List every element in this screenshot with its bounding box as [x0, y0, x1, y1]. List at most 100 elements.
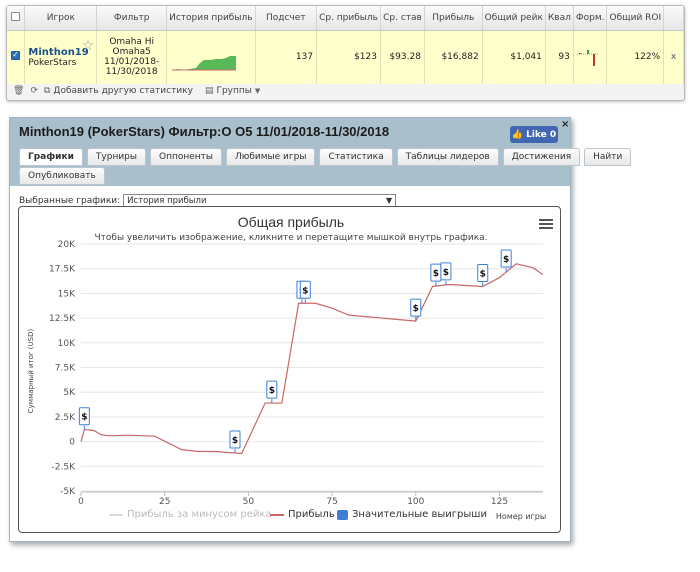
- tab-statistics[interactable]: Статистика: [319, 148, 393, 166]
- x-tick-label: 75: [326, 497, 337, 507]
- y-tick-label: 0: [69, 438, 75, 448]
- profit-chart[interactable]: Общая прибыль Чтобы увеличить изображени…: [19, 207, 561, 533]
- row-select-cell[interactable]: [7, 30, 26, 84]
- x-tick-label: 50: [243, 497, 255, 507]
- big-win-marker[interactable]: $: [266, 380, 278, 404]
- big-win-marker[interactable]: $: [440, 262, 452, 285]
- big-win-label: $: [433, 269, 439, 279]
- header-avg-stake[interactable]: Ср. став: [380, 6, 425, 31]
- profit-sparkline[interactable]: [170, 42, 238, 72]
- big-win-marker[interactable]: $: [299, 280, 311, 304]
- groups-icon: ▤: [204, 86, 214, 96]
- form-bar: [578, 53, 581, 55]
- tab-graphs[interactable]: Графики: [19, 148, 83, 166]
- header-player[interactable]: Игрок: [24, 6, 98, 31]
- favorite-star-icon[interactable]: ☆: [81, 37, 95, 54]
- y-tick-label: 12.5K: [49, 314, 76, 324]
- menu-bar: [539, 223, 553, 225]
- big-win-label: $: [269, 386, 275, 396]
- menu-bar: [539, 219, 553, 221]
- header-filter[interactable]: Фильтр: [96, 6, 168, 31]
- big-win-marker[interactable]: $: [410, 298, 422, 322]
- x-tick-label: 0: [78, 497, 84, 507]
- legend-label-net: Прибыль за минусом рейка: [127, 509, 272, 520]
- stats-table: Игрок Фильтр История прибыль Подсчет Ср.…: [7, 6, 684, 84]
- big-win-marker[interactable]: $: [229, 430, 241, 453]
- legend-line-icon: [109, 513, 123, 516]
- sparkline-fill: [172, 56, 237, 71]
- legend-item-big-wins[interactable]: Значительные выигрыши: [337, 509, 487, 520]
- chevron-down-icon: ▼: [254, 87, 261, 95]
- y-tick-label: 10K: [58, 339, 76, 349]
- tab-publish[interactable]: Опубликовать: [19, 167, 105, 185]
- filter-cell: Omaha Hi Omaha5 11/01/2018- 11/30/2018: [96, 30, 168, 84]
- x-axis-label: Номер игры: [496, 512, 546, 521]
- close-window-button[interactable]: ×: [561, 119, 570, 130]
- total-rake-cell: $1,041: [482, 30, 546, 84]
- add-stats-button[interactable]: ⧉ Добавить другую статистику: [44, 86, 193, 96]
- big-win-marker[interactable]: $: [430, 263, 442, 287]
- tab-tournaments[interactable]: Турниры: [86, 148, 146, 166]
- series-profit-line[interactable]: [80, 263, 544, 455]
- filter-line: Omaha5: [112, 47, 151, 58]
- tabs-row-1: Графики Турниры Оппоненты Любимые игры С…: [19, 148, 632, 166]
- table-toolbar: 🗑 ⟳ ⧉ Добавить другую статистику ▤ Групп…: [13, 83, 260, 99]
- tab-find[interactable]: Найти: [584, 148, 632, 166]
- add-stats-label: Добавить другую статистику: [53, 86, 193, 96]
- chart-menu-icon[interactable]: [539, 219, 553, 229]
- player-cell: Minthon19 PokerStars ☆: [24, 30, 98, 84]
- form-bar: [586, 50, 589, 55]
- filter-line: 11/30/2018: [105, 67, 158, 78]
- tab-leaderboards[interactable]: Таблицы лидеров: [396, 148, 499, 166]
- table-row[interactable]: Minthon19 PokerStars ☆ Omaha Hi Omaha5 1…: [7, 30, 684, 84]
- big-win-marker[interactable]: $: [500, 249, 512, 273]
- header-count[interactable]: Подсчет: [255, 6, 318, 31]
- tab-achievements[interactable]: Достижения: [502, 148, 581, 166]
- row-checkbox[interactable]: [11, 50, 21, 61]
- groups-dropdown[interactable]: ▤ Группы ▼: [205, 86, 260, 96]
- big-win-label: $: [413, 304, 419, 314]
- player-name-link[interactable]: Minthon19: [28, 46, 89, 58]
- big-win-flag: [78, 407, 90, 426]
- filter-line: Omaha Hi: [109, 37, 155, 48]
- y-tick-label: -5K: [60, 487, 76, 497]
- legend-item-profit[interactable]: Прибыль: [270, 509, 335, 520]
- header-total-rake[interactable]: Общий рейк: [482, 6, 546, 31]
- x-tick-label: 125: [491, 497, 508, 507]
- filter-line: 11/01/2018-: [104, 57, 160, 68]
- big-win-label: $: [232, 436, 238, 446]
- legend-item-net[interactable]: Прибыль за минусом рейка: [109, 509, 272, 520]
- total-roi-cell: 122%: [606, 30, 665, 84]
- trash-icon[interactable]: 🗑: [13, 86, 25, 96]
- tab-opponents[interactable]: Оппоненты: [150, 148, 223, 166]
- header-form[interactable]: Форм.: [573, 6, 608, 31]
- header-avg-profit[interactable]: Ср. прибыль: [316, 6, 381, 31]
- tab-favorite-games[interactable]: Любимые игры: [226, 148, 316, 166]
- big-win-marker[interactable]: $: [477, 263, 489, 287]
- big-win-label: $: [302, 286, 308, 296]
- select-all-checkbox[interactable]: [11, 11, 21, 21]
- form-mini-chart: [576, 50, 599, 67]
- stats-panel: Игрок Фильтр История прибыль Подсчет Ср.…: [6, 5, 685, 101]
- y-axis-label: Суммарный итог (USD): [27, 329, 35, 414]
- big-win-label: $: [480, 269, 486, 279]
- player-site: PokerStars: [28, 57, 77, 68]
- header-profit-history[interactable]: История прибыль: [166, 6, 256, 31]
- big-win-flag: [229, 430, 241, 449]
- remove-row-button[interactable]: x: [663, 30, 684, 84]
- refresh-icon[interactable]: ⟳: [30, 86, 38, 96]
- header-select[interactable]: [7, 6, 26, 31]
- y-tick-label: 15K: [58, 289, 76, 299]
- window-title: Minthon19 (PokerStars) Фильтр:O O5 11/01…: [19, 124, 390, 139]
- y-tick-label: -2.5K: [52, 462, 77, 472]
- big-win-label: $: [443, 268, 449, 278]
- chart-container[interactable]: Общая прибыль Чтобы увеличить изображени…: [18, 206, 561, 533]
- big-win-marker[interactable]: $: [78, 407, 90, 430]
- header-profit[interactable]: Прибыль: [424, 6, 483, 31]
- facebook-like-button[interactable]: 👍 Like 0: [510, 126, 558, 143]
- legend-label-profit: Прибыль: [288, 509, 335, 520]
- big-win-label: $: [81, 413, 87, 423]
- header-qual[interactable]: Квал: [545, 6, 574, 31]
- x-axis-ticks: 0 25 50 75 100 125: [78, 491, 543, 507]
- header-total-roi[interactable]: Общий ROI: [606, 6, 665, 31]
